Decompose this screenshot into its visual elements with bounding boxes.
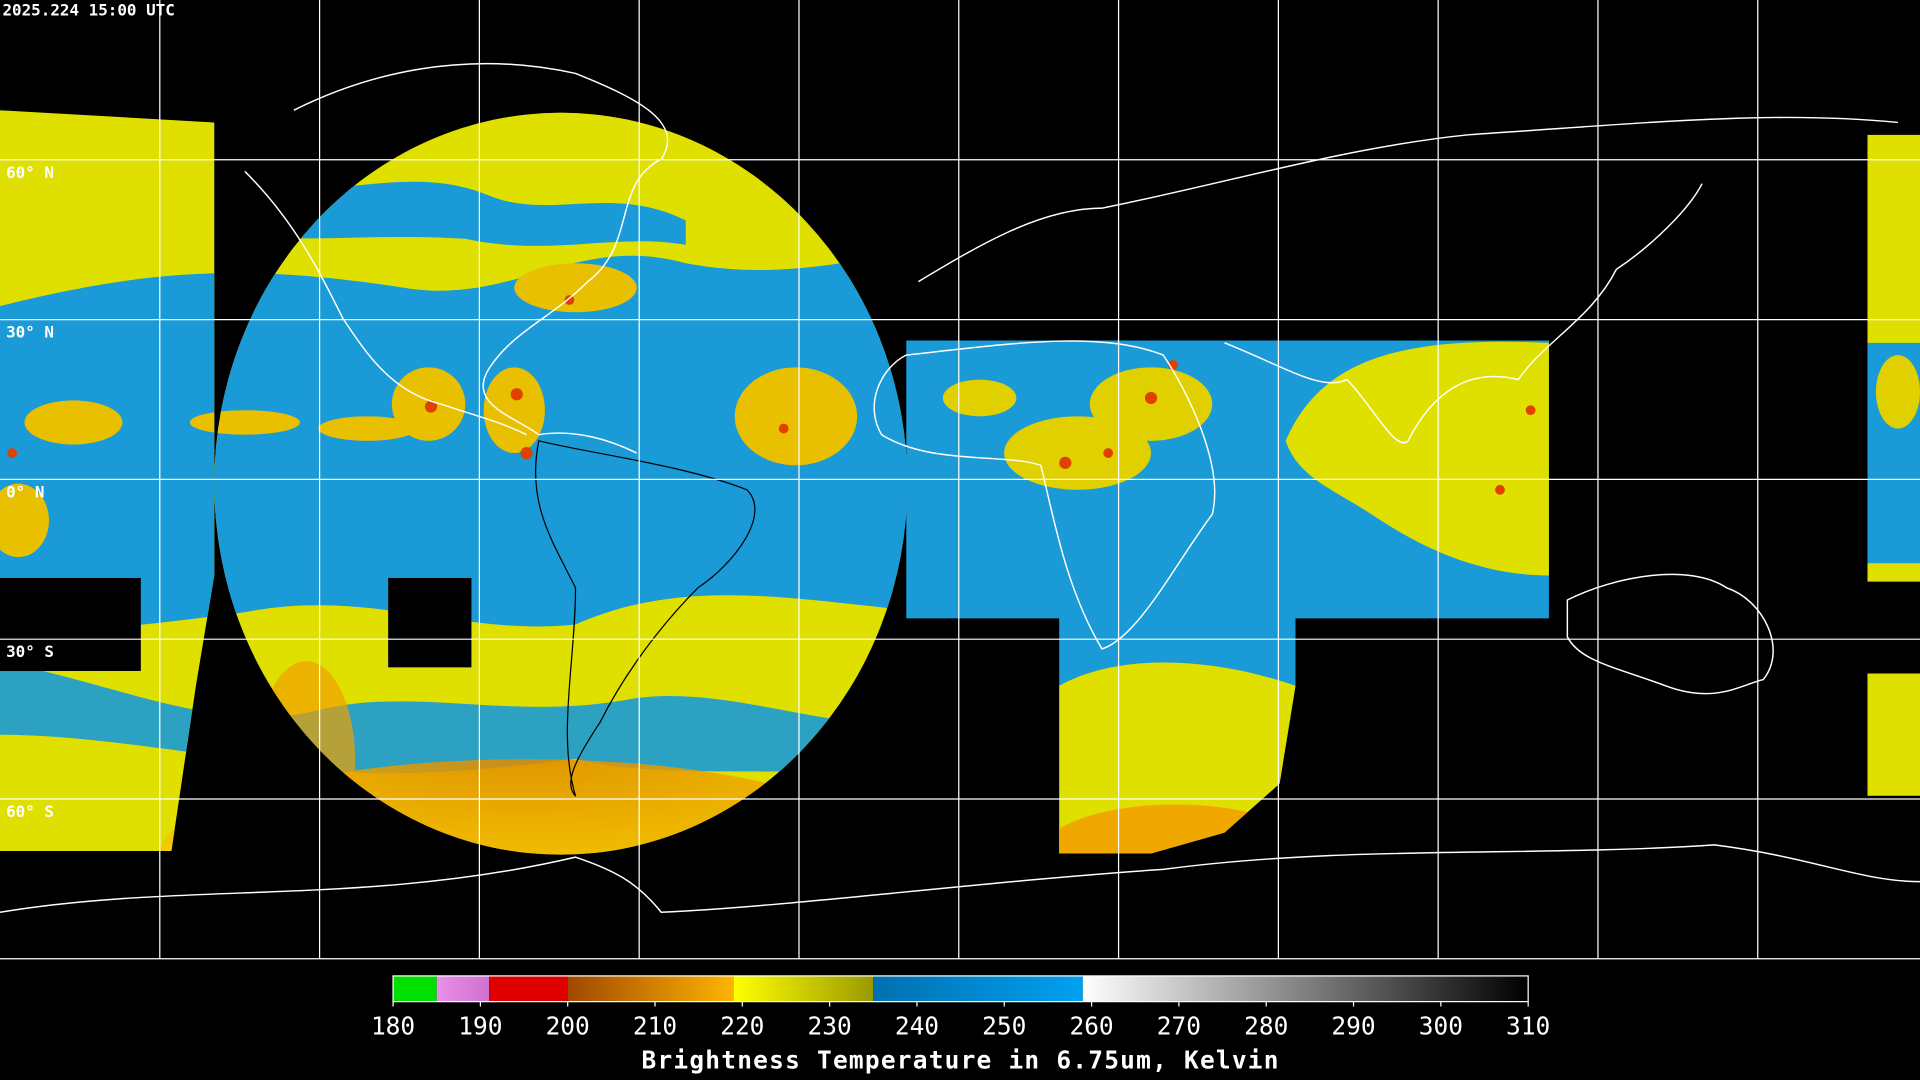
latitude-label: 30° N	[6, 323, 54, 342]
colorbar-tick-label: 260	[1069, 1011, 1113, 1040]
latitude-label: 0° N	[6, 482, 44, 501]
colorbar-segment	[733, 975, 874, 1002]
colorbar-tick-label: 230	[808, 1011, 852, 1040]
graticule	[0, 0, 1920, 960]
colorbar-tick-label: 200	[546, 1011, 590, 1040]
latitude-label: 60° S	[6, 802, 54, 821]
imagery-far-east	[1867, 134, 1920, 796]
latitude-label: 30° S	[6, 642, 54, 661]
colorbar-segment	[873, 975, 1083, 1002]
latitude-label: 60° N	[6, 163, 54, 182]
colorbar-segment	[393, 975, 437, 1002]
colorbar-frame	[392, 975, 1529, 1003]
colorbar-tick-label: 280	[1244, 1011, 1288, 1040]
colorbar-tick-label: 300	[1419, 1011, 1463, 1040]
colorbar-segment	[1082, 975, 1529, 1002]
colorbar-tick-label: 240	[895, 1011, 939, 1040]
colorbar-tick-label: 190	[458, 1011, 502, 1040]
colorbar-tick-label: 180	[371, 1011, 415, 1040]
colorbar-tick-label: 210	[633, 1011, 677, 1040]
colorbar-tick-label: 250	[982, 1011, 1026, 1040]
latitude-labels: 60° N 30° N 0° N 30° S 60° S	[6, 163, 54, 821]
colorbar-segment	[489, 975, 568, 1002]
colorbar-segment	[436, 975, 490, 1002]
colorbar-tick-label: 290	[1331, 1011, 1375, 1040]
colorbar-tick-label: 270	[1157, 1011, 1201, 1040]
timestamp: 2025.224 15:00 UTC	[2, 1, 174, 20]
colorbar-segment	[567, 975, 734, 1002]
colorbar-tick-label: 220	[720, 1011, 764, 1040]
colorbar-title: Brightness Temperature in 6.75um, Kelvin	[641, 1046, 1279, 1075]
colorbar: 180 190 200 210 220 230 240 250 260 270 280 290 300 3…	[371, 975, 1550, 1075]
colorbar-tick-label: 310	[1506, 1011, 1550, 1040]
